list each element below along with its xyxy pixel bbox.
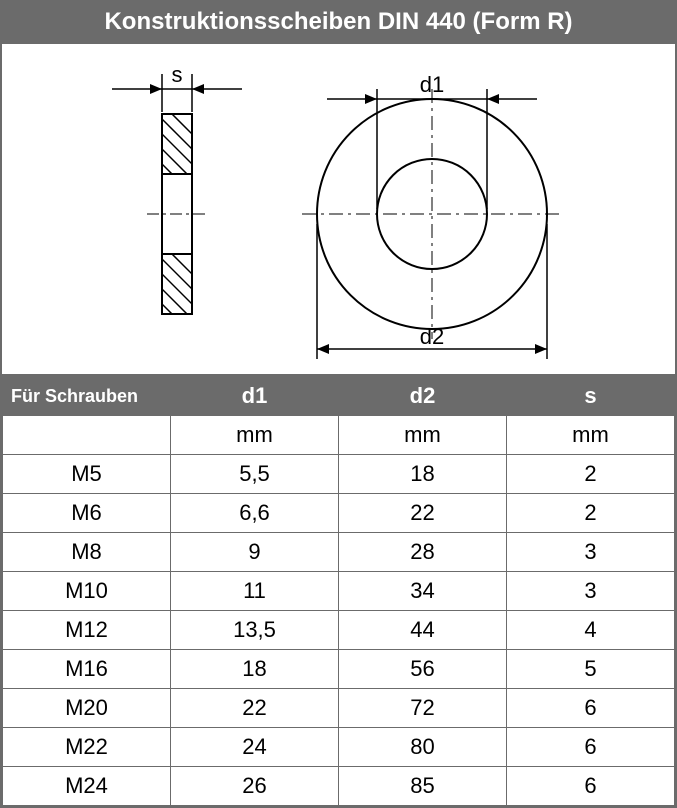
spec-sheet: Konstruktionsscheiben DIN 440 (Form R)	[0, 0, 677, 808]
table-row: M2224806	[3, 728, 675, 767]
cell-d1: 9	[171, 533, 339, 572]
table-row: M1011343	[3, 572, 675, 611]
unit-screw	[3, 416, 171, 455]
col-header-d2: d2	[339, 377, 507, 416]
cell-s: 5	[507, 650, 675, 689]
cell-d1: 24	[171, 728, 339, 767]
cell-screw: M12	[3, 611, 171, 650]
unit-s: mm	[507, 416, 675, 455]
table-row: M1213,5444	[3, 611, 675, 650]
cell-s: 2	[507, 455, 675, 494]
cell-d1: 11	[171, 572, 339, 611]
cell-s: 2	[507, 494, 675, 533]
d1-label: d1	[420, 72, 444, 97]
table-header-row: Für Schrauben d1 d2 s	[3, 377, 675, 416]
table-row: M2022726	[3, 689, 675, 728]
cell-d1: 18	[171, 650, 339, 689]
cell-d1: 13,5	[171, 611, 339, 650]
cell-d1: 5,5	[171, 455, 339, 494]
table-row: M55,5182	[3, 455, 675, 494]
cell-screw: M22	[3, 728, 171, 767]
table-row: M66,6222	[3, 494, 675, 533]
unit-row: mm mm mm	[3, 416, 675, 455]
cell-d2: 56	[339, 650, 507, 689]
cell-d2: 22	[339, 494, 507, 533]
unit-d1: mm	[171, 416, 339, 455]
cell-d2: 28	[339, 533, 507, 572]
cell-screw: M16	[3, 650, 171, 689]
unit-d2: mm	[339, 416, 507, 455]
cell-d2: 72	[339, 689, 507, 728]
cell-s: 3	[507, 533, 675, 572]
cell-d2: 18	[339, 455, 507, 494]
cell-screw: M20	[3, 689, 171, 728]
cell-d2: 34	[339, 572, 507, 611]
washer-diagram-svg: s d1 d2	[2, 44, 675, 374]
front-view: d1 d2	[302, 72, 562, 359]
col-header-screw: Für Schrauben	[3, 377, 171, 416]
cell-s: 4	[507, 611, 675, 650]
d2-label: d2	[420, 324, 444, 349]
cell-d1: 22	[171, 689, 339, 728]
cell-s: 6	[507, 689, 675, 728]
cell-screw: M6	[3, 494, 171, 533]
technical-diagram: s d1 d2	[2, 44, 675, 376]
cell-d2: 44	[339, 611, 507, 650]
col-header-d1: d1	[171, 377, 339, 416]
dimensions-table: Für Schrauben d1 d2 s mm mm mm M55,5182M…	[2, 376, 675, 806]
col-header-s: s	[507, 377, 675, 416]
table-row: M89283	[3, 533, 675, 572]
cell-screw: M10	[3, 572, 171, 611]
cell-screw: M5	[3, 455, 171, 494]
table-row: M1618565	[3, 650, 675, 689]
cell-s: 6	[507, 728, 675, 767]
cell-d2: 80	[339, 728, 507, 767]
cell-d1: 6,6	[171, 494, 339, 533]
s-label: s	[172, 62, 183, 87]
cell-screw: M8	[3, 533, 171, 572]
cell-s: 3	[507, 572, 675, 611]
title-bar: Konstruktionsscheiben DIN 440 (Form R)	[2, 2, 675, 44]
side-view: s	[112, 62, 242, 344]
